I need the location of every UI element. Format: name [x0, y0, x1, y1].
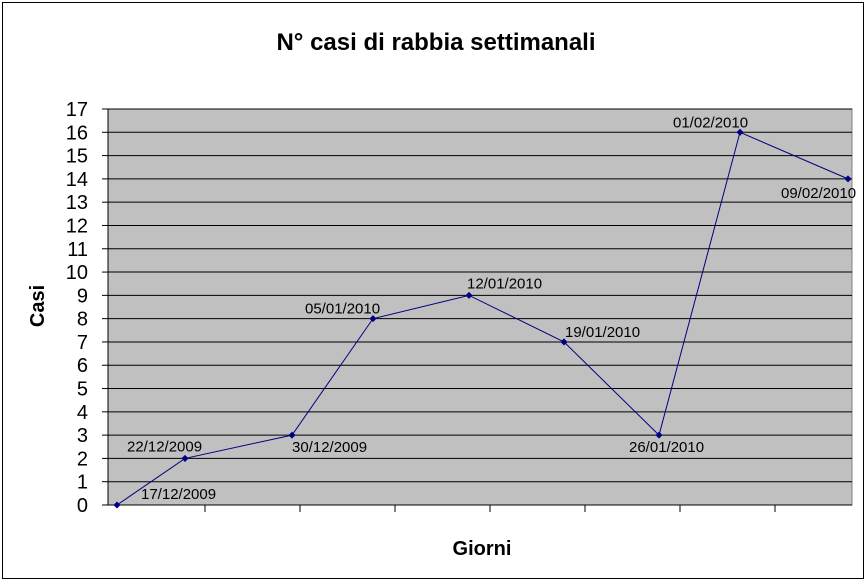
- data-label: 05/01/2010: [305, 301, 380, 318]
- y-tick-label: 12: [66, 215, 88, 237]
- plot-area: 0123456789101112131415161717/12/200922/1…: [66, 99, 856, 517]
- data-point: [113, 501, 121, 509]
- y-tick-label: 6: [77, 355, 88, 377]
- y-tick-label: 1: [77, 472, 88, 494]
- y-tick-label: 9: [77, 285, 88, 307]
- plot-background: [107, 108, 853, 506]
- y-axis-title: Casi: [27, 285, 49, 327]
- data-label: 17/12/2009: [141, 486, 216, 503]
- y-tick-label: 2: [77, 448, 88, 470]
- data-label: 19/01/2010: [565, 324, 640, 341]
- y-tick-label: 10: [66, 262, 88, 284]
- y-tick-label: 16: [66, 122, 88, 144]
- y-tick-label: 11: [67, 239, 88, 261]
- y-tick-label: 15: [66, 146, 88, 168]
- chart-title: N° casi di rabbia settimanali: [276, 29, 595, 56]
- x-axis-title: Giorni: [453, 538, 512, 560]
- data-point: [181, 454, 189, 462]
- data-point: [465, 291, 473, 299]
- y-tick-label: 14: [66, 169, 88, 191]
- data-label: 26/01/2010: [629, 439, 704, 456]
- data-label: 09/02/2010: [781, 185, 856, 202]
- y-tick-label: 8: [77, 309, 88, 331]
- y-tick-label: 17: [66, 99, 88, 121]
- data-point: [369, 315, 377, 323]
- data-point: [736, 128, 744, 136]
- data-point: [288, 431, 296, 439]
- y-tick-label: 13: [66, 192, 88, 214]
- y-tick-label: 0: [77, 495, 88, 517]
- y-tick-label: 3: [77, 425, 88, 447]
- data-label: 22/12/2009: [127, 438, 202, 455]
- y-tick-label: 4: [77, 402, 88, 424]
- data-label: 12/01/2010: [467, 275, 542, 292]
- data-label: 01/02/2010: [673, 114, 748, 131]
- data-label: 30/12/2009: [292, 439, 367, 456]
- y-tick-label: 7: [77, 332, 88, 354]
- data-point: [844, 175, 852, 183]
- data-point: [655, 431, 663, 439]
- data-point: [560, 338, 568, 346]
- y-tick-label: 5: [77, 379, 88, 401]
